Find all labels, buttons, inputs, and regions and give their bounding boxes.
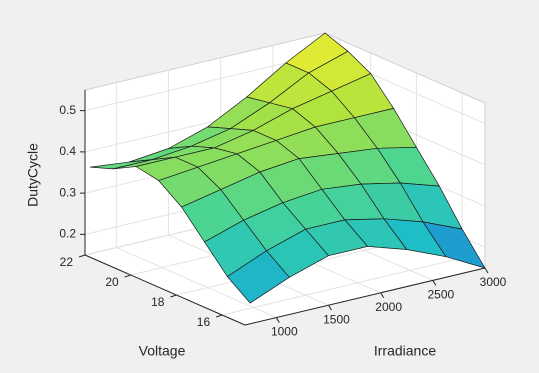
y-axis-label: Voltage: [139, 343, 186, 359]
x-tick: [275, 317, 280, 323]
x-axis-label: Irradiance: [374, 343, 436, 359]
x-tick: [432, 280, 437, 286]
grid-line: [222, 257, 463, 316]
grid-line: [84, 53, 326, 112]
x-axis-line: [244, 267, 486, 326]
x-tick: [380, 292, 385, 299]
y-tick: [78, 254, 86, 258]
y-tick: [124, 274, 131, 278]
x-tick-label: 2000: [375, 300, 402, 314]
x-tick-label: 2500: [427, 288, 454, 302]
y-tick-label: 20: [105, 275, 119, 289]
y-tick-label: 16: [197, 315, 211, 329]
y-tick-label: 18: [151, 295, 165, 309]
x-tick-label: 1500: [323, 312, 350, 326]
y-tick: [215, 314, 223, 318]
z-tick-label: 0.5: [59, 103, 76, 117]
z-tick-label: 0.3: [59, 185, 76, 199]
z-tick-label: 0.4: [59, 144, 76, 158]
y-tick: [170, 294, 177, 298]
y-axis-line: [84, 254, 246, 326]
y-tick-label: 22: [60, 255, 74, 269]
x-tick-label: 1000: [271, 325, 298, 339]
z-axis-label: DutyCycle: [25, 143, 41, 207]
grid-line: [116, 247, 277, 319]
surface-patch: [227, 250, 290, 304]
z-tick-label: 0.2: [59, 227, 76, 241]
x-tick: [484, 267, 489, 274]
x-tick: [328, 304, 332, 311]
x-tick-label: 3000: [480, 275, 507, 289]
